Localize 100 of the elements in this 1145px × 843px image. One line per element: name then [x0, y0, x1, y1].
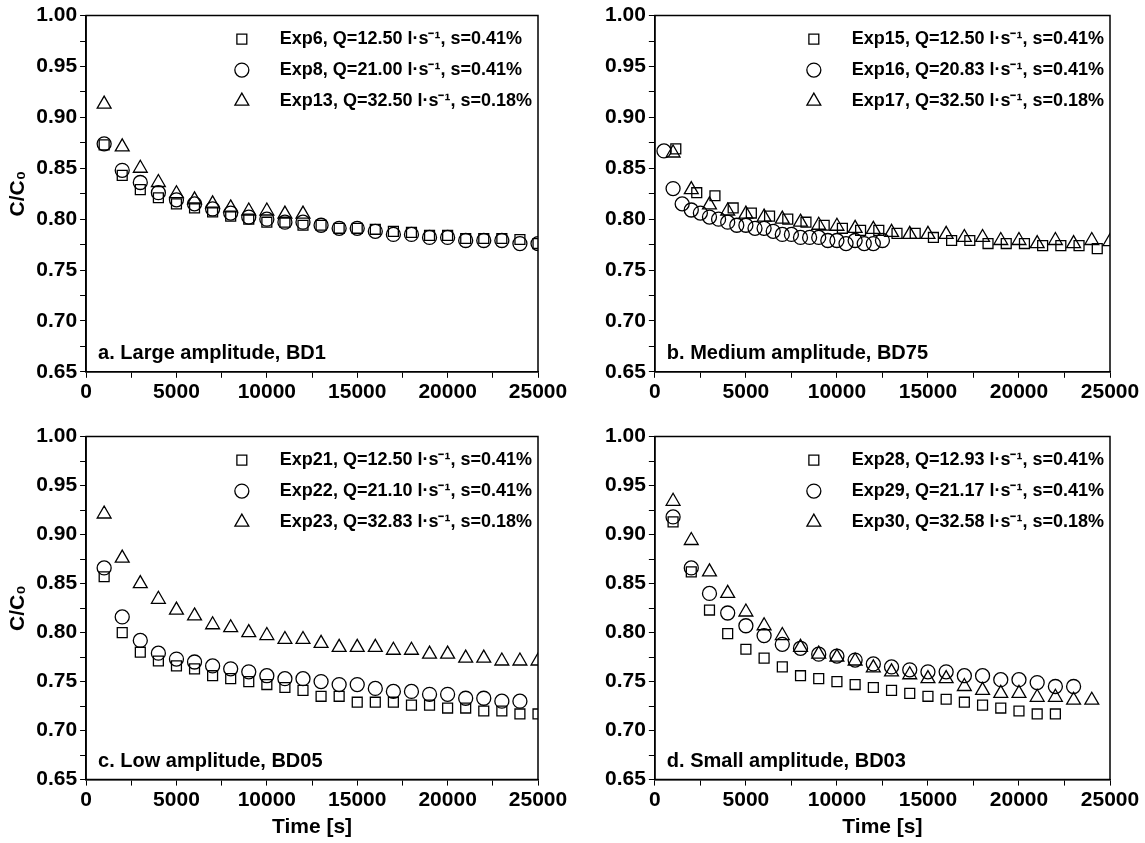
y-tick-label: 0.70 [605, 307, 646, 331]
point [958, 696, 970, 708]
point [1018, 237, 1031, 250]
point [331, 676, 347, 693]
y-tick-label: 0.95 [605, 472, 647, 496]
point [938, 225, 954, 240]
point [993, 671, 1009, 688]
point [909, 227, 921, 239]
point [774, 210, 790, 224]
point [974, 228, 991, 243]
point [369, 696, 381, 708]
point [225, 210, 237, 222]
point [315, 690, 327, 702]
point [946, 234, 958, 247]
y-tick-label: 0.75 [605, 668, 647, 692]
point [458, 649, 474, 663]
point [349, 638, 365, 652]
point [223, 199, 239, 213]
point [241, 664, 257, 680]
point [904, 687, 916, 699]
point [867, 681, 879, 694]
point [801, 229, 818, 246]
point [1031, 708, 1043, 720]
y-tick-label: 0.65 [605, 766, 647, 790]
point [902, 662, 918, 678]
point [150, 185, 167, 201]
point [763, 210, 776, 222]
point [114, 549, 130, 563]
point [1029, 674, 1045, 691]
point [722, 627, 734, 640]
point [387, 225, 399, 237]
point [710, 211, 727, 227]
y-tick-label: 0.90 [605, 104, 646, 128]
point [976, 699, 989, 711]
point [720, 214, 736, 230]
y-tick-label: 0.95 [36, 472, 78, 496]
point [496, 232, 508, 245]
point [1065, 678, 1082, 695]
point [421, 229, 438, 246]
point [774, 626, 790, 641]
point [313, 634, 329, 649]
point [902, 225, 918, 240]
x-tick-label: 10000 [807, 379, 867, 403]
point [774, 636, 790, 653]
point [1037, 240, 1049, 252]
point [279, 681, 291, 694]
point [204, 201, 221, 217]
point [259, 202, 275, 216]
point [96, 505, 112, 519]
point [476, 649, 492, 663]
point [1013, 705, 1025, 717]
point [205, 616, 221, 630]
point [150, 645, 167, 661]
point [701, 209, 718, 225]
point [421, 645, 438, 659]
point [96, 95, 112, 109]
point [993, 684, 1009, 699]
point [938, 664, 954, 680]
point [811, 216, 827, 230]
point [132, 574, 148, 589]
point [1084, 691, 1100, 705]
point [460, 702, 472, 714]
legend-label: Exp21, Q=12.50 l·s⁻¹, s=0.41% [279, 449, 532, 470]
point [813, 673, 825, 685]
point [259, 668, 275, 684]
point [709, 190, 721, 202]
point [478, 232, 490, 245]
point [168, 651, 185, 667]
legend-label: Exp15, Q=12.50 l·s⁻¹, s=0.41% [851, 28, 1104, 49]
point [792, 638, 809, 652]
y-tick-label: 0.70 [605, 717, 646, 741]
legend-label: Exp6, Q=12.50 l·s⁻¹, s=0.41% [279, 28, 522, 49]
y-tick-label: 0.90 [605, 521, 646, 545]
point [922, 690, 934, 702]
point [729, 217, 745, 233]
point [423, 229, 436, 242]
point [1073, 240, 1085, 252]
x-tick-label: 5000 [153, 379, 200, 403]
point [458, 232, 474, 249]
point [829, 217, 845, 231]
point [1047, 688, 1063, 702]
x-axis-title: Time [s] [271, 814, 353, 838]
point [241, 209, 257, 225]
point [995, 702, 1007, 714]
y-tick-label: 0.90 [36, 521, 78, 545]
point [439, 686, 456, 702]
point [993, 231, 1009, 246]
y-axis-title: C/C₀ [5, 170, 29, 217]
x-tick-label: 15000 [328, 787, 387, 810]
legend-label: Exp23, Q=32.83 l·s⁻¹, s=0.18% [279, 511, 532, 532]
annotation: a. Large amplitude, BD1 [98, 341, 326, 364]
point [243, 676, 255, 688]
annotation: c. Low amplitude, BD05 [98, 749, 323, 772]
x-tick-label: 10000 [807, 787, 867, 810]
y-tick-label: 0.95 [605, 53, 647, 77]
point [765, 223, 781, 240]
point [747, 220, 763, 236]
point [116, 627, 128, 639]
point [1047, 678, 1064, 695]
y-tick-label: 0.70 [36, 307, 78, 331]
